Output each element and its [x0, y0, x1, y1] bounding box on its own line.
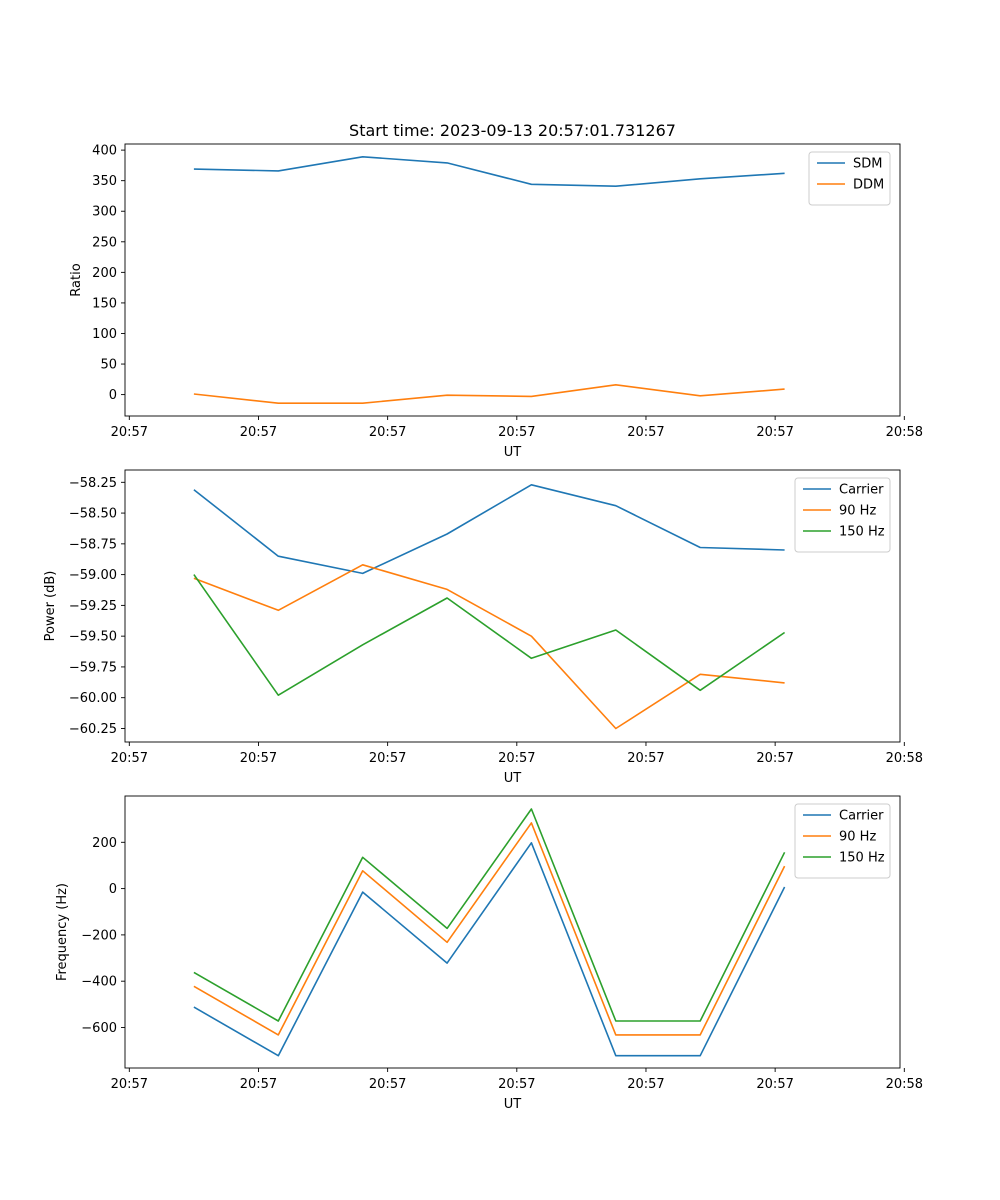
series-line-150-hz — [193, 574, 786, 697]
y-tick-label: −600 — [81, 1021, 117, 1036]
axes-frame — [124, 795, 901, 1069]
x-tick-label: 20:57 — [111, 751, 148, 766]
legend: Carrier 90 Hz 150 Hz — [794, 477, 891, 553]
legend-box — [794, 477, 891, 553]
legend-box — [808, 151, 891, 206]
y-tick-label: −59.25 — [69, 599, 117, 614]
series-line-carrier — [193, 841, 786, 1057]
y-axis-label: Ratio — [69, 263, 84, 296]
y-tick-label: 400 — [92, 144, 117, 159]
x-axis-label: UT — [504, 1097, 522, 1112]
y-tick-label: 150 — [92, 296, 117, 311]
series-line-150-hz — [193, 808, 786, 1022]
x-tick-label: 20:57 — [498, 1077, 535, 1092]
x-tick-label: 20:57 — [240, 1077, 277, 1092]
series-line-sdm — [193, 156, 785, 187]
chart-panel-2: 20:57 20:57 20:57 20:57 20:57 20:57 20:58 −58.2… — [43, 469, 923, 786]
x-tick-label: 20:58 — [886, 1077, 923, 1092]
y-tick-label: −60.25 — [69, 722, 117, 737]
x-tick-label: 20:57 — [369, 751, 406, 766]
y-tick-label: −58.25 — [69, 476, 117, 491]
y-tick-label: −59.00 — [69, 568, 117, 583]
series-line-90-hz — [193, 563, 785, 730]
legend: SDM DDM — [808, 151, 891, 206]
chart-panel-3: 20:57 20:57 20:57 20:57 20:57 20:57 20:58 200 0 −… — [55, 795, 923, 1112]
x-tick-label: 20:57 — [756, 1077, 793, 1092]
y-tick-label: 0 — [109, 388, 117, 403]
y-tick-label: −200 — [81, 928, 117, 943]
y-tick-label: 100 — [92, 327, 117, 342]
y-tick-label: 350 — [92, 174, 117, 189]
x-axis-label: UT — [504, 445, 522, 460]
y-axis-label: Frequency (Hz) — [55, 883, 70, 981]
series-line-90-hz — [193, 822, 786, 1036]
y-tick-label: −59.75 — [69, 660, 117, 675]
x-tick-label: 20:57 — [627, 425, 664, 440]
y-tick-label: 0 — [109, 882, 117, 897]
y-tick-label: −60.00 — [69, 691, 117, 706]
y-axis-label: Power (dB) — [43, 571, 58, 642]
series-line-carrier — [193, 483, 785, 575]
legend-entry-label: Carrier — [839, 483, 884, 498]
y-tick-label: 200 — [92, 266, 117, 281]
legend-entry-label: 90 Hz — [839, 830, 876, 845]
legend-entry-label: 150 Hz — [839, 851, 885, 866]
axes-frame — [124, 469, 901, 743]
legend-entry-label: DDM — [853, 178, 884, 193]
y-tick-label: −59.50 — [69, 630, 117, 645]
y-tick-label: −58.50 — [69, 507, 117, 522]
chart-title: Start time: 2023-09-13 20:57:01.731267 — [349, 121, 676, 140]
x-axis-label: UT — [504, 771, 522, 786]
x-tick-label: 20:57 — [111, 1077, 148, 1092]
x-tick-label: 20:57 — [369, 1077, 406, 1092]
legend-entry-label: SDM — [853, 157, 882, 172]
legend-entry-label: 90 Hz — [839, 504, 876, 519]
series-line-ddm — [193, 383, 785, 405]
y-tick-label: 50 — [100, 358, 117, 373]
legend-entry-label: 150 Hz — [839, 525, 885, 540]
x-tick-label: 20:57 — [369, 425, 406, 440]
y-tick-label: 200 — [92, 836, 117, 851]
x-tick-label: 20:57 — [240, 751, 277, 766]
legend-box — [794, 803, 891, 879]
y-tick-label: 300 — [92, 205, 117, 220]
x-tick-label: 20:58 — [886, 425, 923, 440]
x-tick-label: 20:57 — [498, 425, 535, 440]
x-tick-label: 20:58 — [886, 751, 923, 766]
x-tick-label: 20:57 — [111, 425, 148, 440]
x-tick-label: 20:57 — [240, 425, 277, 440]
axes-frame — [124, 143, 901, 417]
y-tick-label: −400 — [81, 975, 117, 990]
x-tick-label: 20:57 — [498, 751, 535, 766]
legend-entry-label: Carrier — [839, 809, 884, 824]
x-tick-label: 20:57 — [627, 1077, 664, 1092]
legend: Carrier 90 Hz 150 Hz — [794, 803, 891, 879]
x-tick-label: 20:57 — [756, 751, 793, 766]
x-tick-label: 20:57 — [627, 751, 664, 766]
chart-panel-1: 20:57 20:57 20:57 20:57 20:57 20:57 20:58 0 50 10… — [69, 143, 923, 460]
x-tick-label: 20:57 — [756, 425, 793, 440]
y-tick-label: 250 — [92, 235, 117, 250]
y-tick-label: −58.75 — [69, 537, 117, 552]
